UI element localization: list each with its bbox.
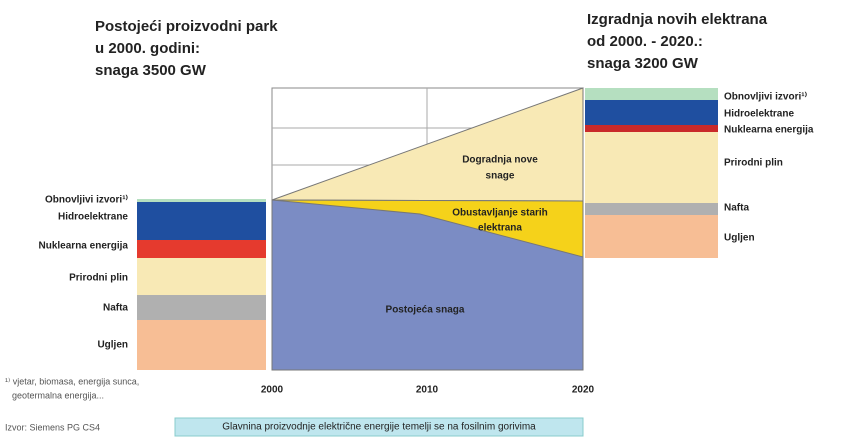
segment [585, 215, 718, 258]
legend-label: Nuklearna energija [724, 125, 814, 136]
segment [137, 240, 266, 258]
plot [271, 87, 584, 371]
title-line: Izgradnja novih elektrana [587, 11, 768, 28]
x-tick-label: 2010 [416, 385, 439, 396]
segment [585, 132, 718, 203]
segment [137, 199, 266, 202]
legend-label: Obnovljivi izvori¹⁾ [45, 195, 129, 206]
segment [137, 202, 266, 240]
banner: Glavnina proizvodnje električne energije… [222, 422, 536, 433]
segment [585, 125, 718, 132]
legend-label: Hidroelektrane [58, 212, 128, 223]
existing-area [271, 199, 584, 371]
segment [137, 320, 266, 370]
segment [585, 203, 718, 215]
title-line: Postojeći proizvodni park [95, 18, 278, 35]
area-label: elektrana [478, 223, 522, 234]
footnote: geotermalna energija... [12, 390, 104, 400]
legend-label: Nafta [103, 303, 128, 314]
left-bar [137, 199, 266, 370]
legend-label: Prirodni plin [69, 273, 128, 284]
area-label: Obustavljanje starih [452, 208, 548, 219]
area-label: Postojeća snaga [386, 305, 465, 316]
legend-label: Ugljen [97, 340, 128, 351]
segment [585, 88, 718, 100]
legend-label: Ugljen [724, 233, 755, 244]
area-label: snage [486, 171, 515, 182]
source: Izvor: Siemens PG CS4 [5, 422, 100, 432]
footnote: ¹⁾ vjetar, biomasa, energija sunca, [5, 376, 139, 386]
segment [137, 258, 266, 295]
title-line: od 2000. - 2020.: [587, 33, 703, 50]
legend-label: Prirodni plin [724, 158, 783, 169]
legend-label: Obnovljivi izvori¹⁾ [724, 92, 808, 103]
legend-label: Hidroelektrane [724, 109, 794, 120]
title-line: snaga 3500 GW [95, 62, 207, 79]
legend-label: Nuklearna energija [39, 241, 129, 252]
segment [137, 295, 266, 320]
banner-box [174, 417, 584, 437]
title-line: u 2000. godini: [95, 40, 200, 57]
title-line: snaga 3200 GW [587, 55, 699, 72]
right-bar [585, 88, 718, 258]
area-label: Dogradnja nove [462, 155, 538, 166]
x-tick-label: 2000 [261, 385, 284, 396]
x-tick-label: 2020 [572, 385, 595, 396]
segment [585, 100, 718, 125]
legend-label: Nafta [724, 203, 749, 214]
